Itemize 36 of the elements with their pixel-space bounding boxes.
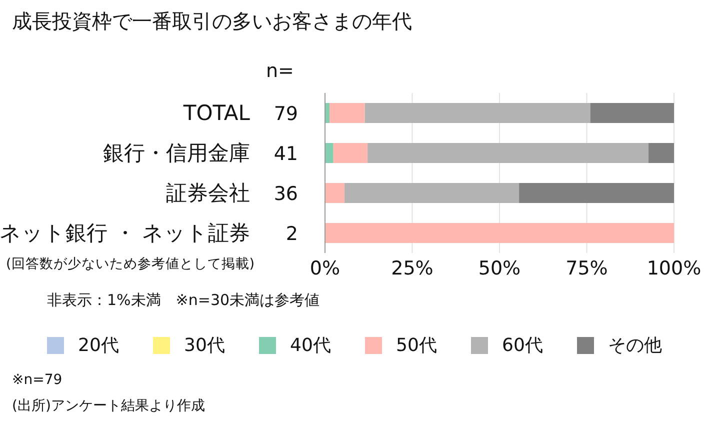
y-tick-label: TOTAL xyxy=(182,101,250,125)
x-tick-label: 100% xyxy=(646,257,702,280)
bar xyxy=(344,183,520,203)
legend-label: その他 xyxy=(607,334,663,357)
chart-title: 成長投資枠で一番取引の多いお客さまの年代 xyxy=(12,8,412,35)
bar xyxy=(590,103,674,123)
text: ※n=79 xyxy=(12,372,62,388)
legend-label: 50代 xyxy=(395,334,438,357)
bar xyxy=(368,143,649,163)
bar xyxy=(364,103,590,123)
y-tick-label: 証券会社 xyxy=(166,181,250,205)
x-tick-label: 25% xyxy=(391,257,434,280)
bar xyxy=(648,143,674,163)
legend-label: 20代 xyxy=(77,334,120,357)
y2-tick-label: 79 xyxy=(274,103,298,125)
bar xyxy=(333,143,368,163)
text: 非表示：1%未満 ※n=30未満は参考値 xyxy=(47,291,320,310)
legend-label: 40代 xyxy=(289,334,332,357)
bar xyxy=(330,103,365,123)
legend-label: 30代 xyxy=(183,334,226,357)
text: (回答数が少ないため参考値として掲載) xyxy=(6,255,255,273)
y2-tick-label: 36 xyxy=(274,183,298,205)
bar xyxy=(325,183,345,203)
x-tick-label: 75% xyxy=(566,257,608,280)
bar xyxy=(519,183,674,203)
y2-tick-label: 2 xyxy=(286,223,298,245)
bar xyxy=(325,223,674,243)
y-tick-label: 銀行・信用金庫 xyxy=(103,141,250,165)
bar xyxy=(325,143,334,163)
y2-tick-label: 41 xyxy=(274,143,298,165)
text: (出所)アンケート結果より作成 xyxy=(12,397,205,415)
y-tick-label: ネット銀行 ・ ネット証券 xyxy=(0,221,250,245)
text: n= xyxy=(266,60,294,82)
x-tick-label: 0% xyxy=(310,257,340,280)
legend-label: 60代 xyxy=(501,334,544,357)
x-tick-label: 50% xyxy=(478,257,521,280)
